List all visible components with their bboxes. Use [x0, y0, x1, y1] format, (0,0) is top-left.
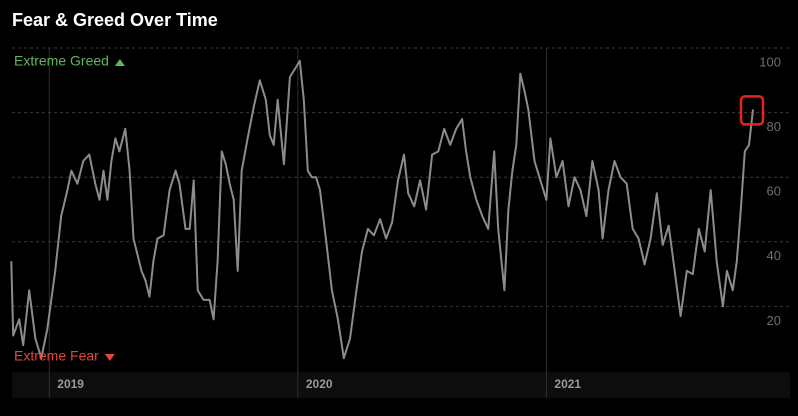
- y-tick-label: 80: [767, 119, 781, 134]
- x-tick-label: 2019: [57, 377, 84, 391]
- annotation: Extreme Greed: [14, 53, 109, 69]
- y-tick-label: 100: [759, 54, 781, 69]
- y-tick-label: 60: [767, 184, 781, 199]
- up-triangle: [114, 59, 125, 66]
- down-triangle: [104, 354, 115, 361]
- x-axis-band: [12, 372, 790, 398]
- annotation: Extreme Fear: [14, 348, 99, 364]
- x-tick-label: 2020: [306, 377, 333, 391]
- series-line: [10, 59, 754, 360]
- chart-title: Fear & Greed Over Time: [12, 10, 218, 30]
- y-tick-label: 20: [767, 313, 781, 328]
- y-tick-label: 40: [767, 248, 781, 263]
- latest-highlight: [739, 95, 765, 126]
- x-tick-label: 2021: [554, 377, 581, 391]
